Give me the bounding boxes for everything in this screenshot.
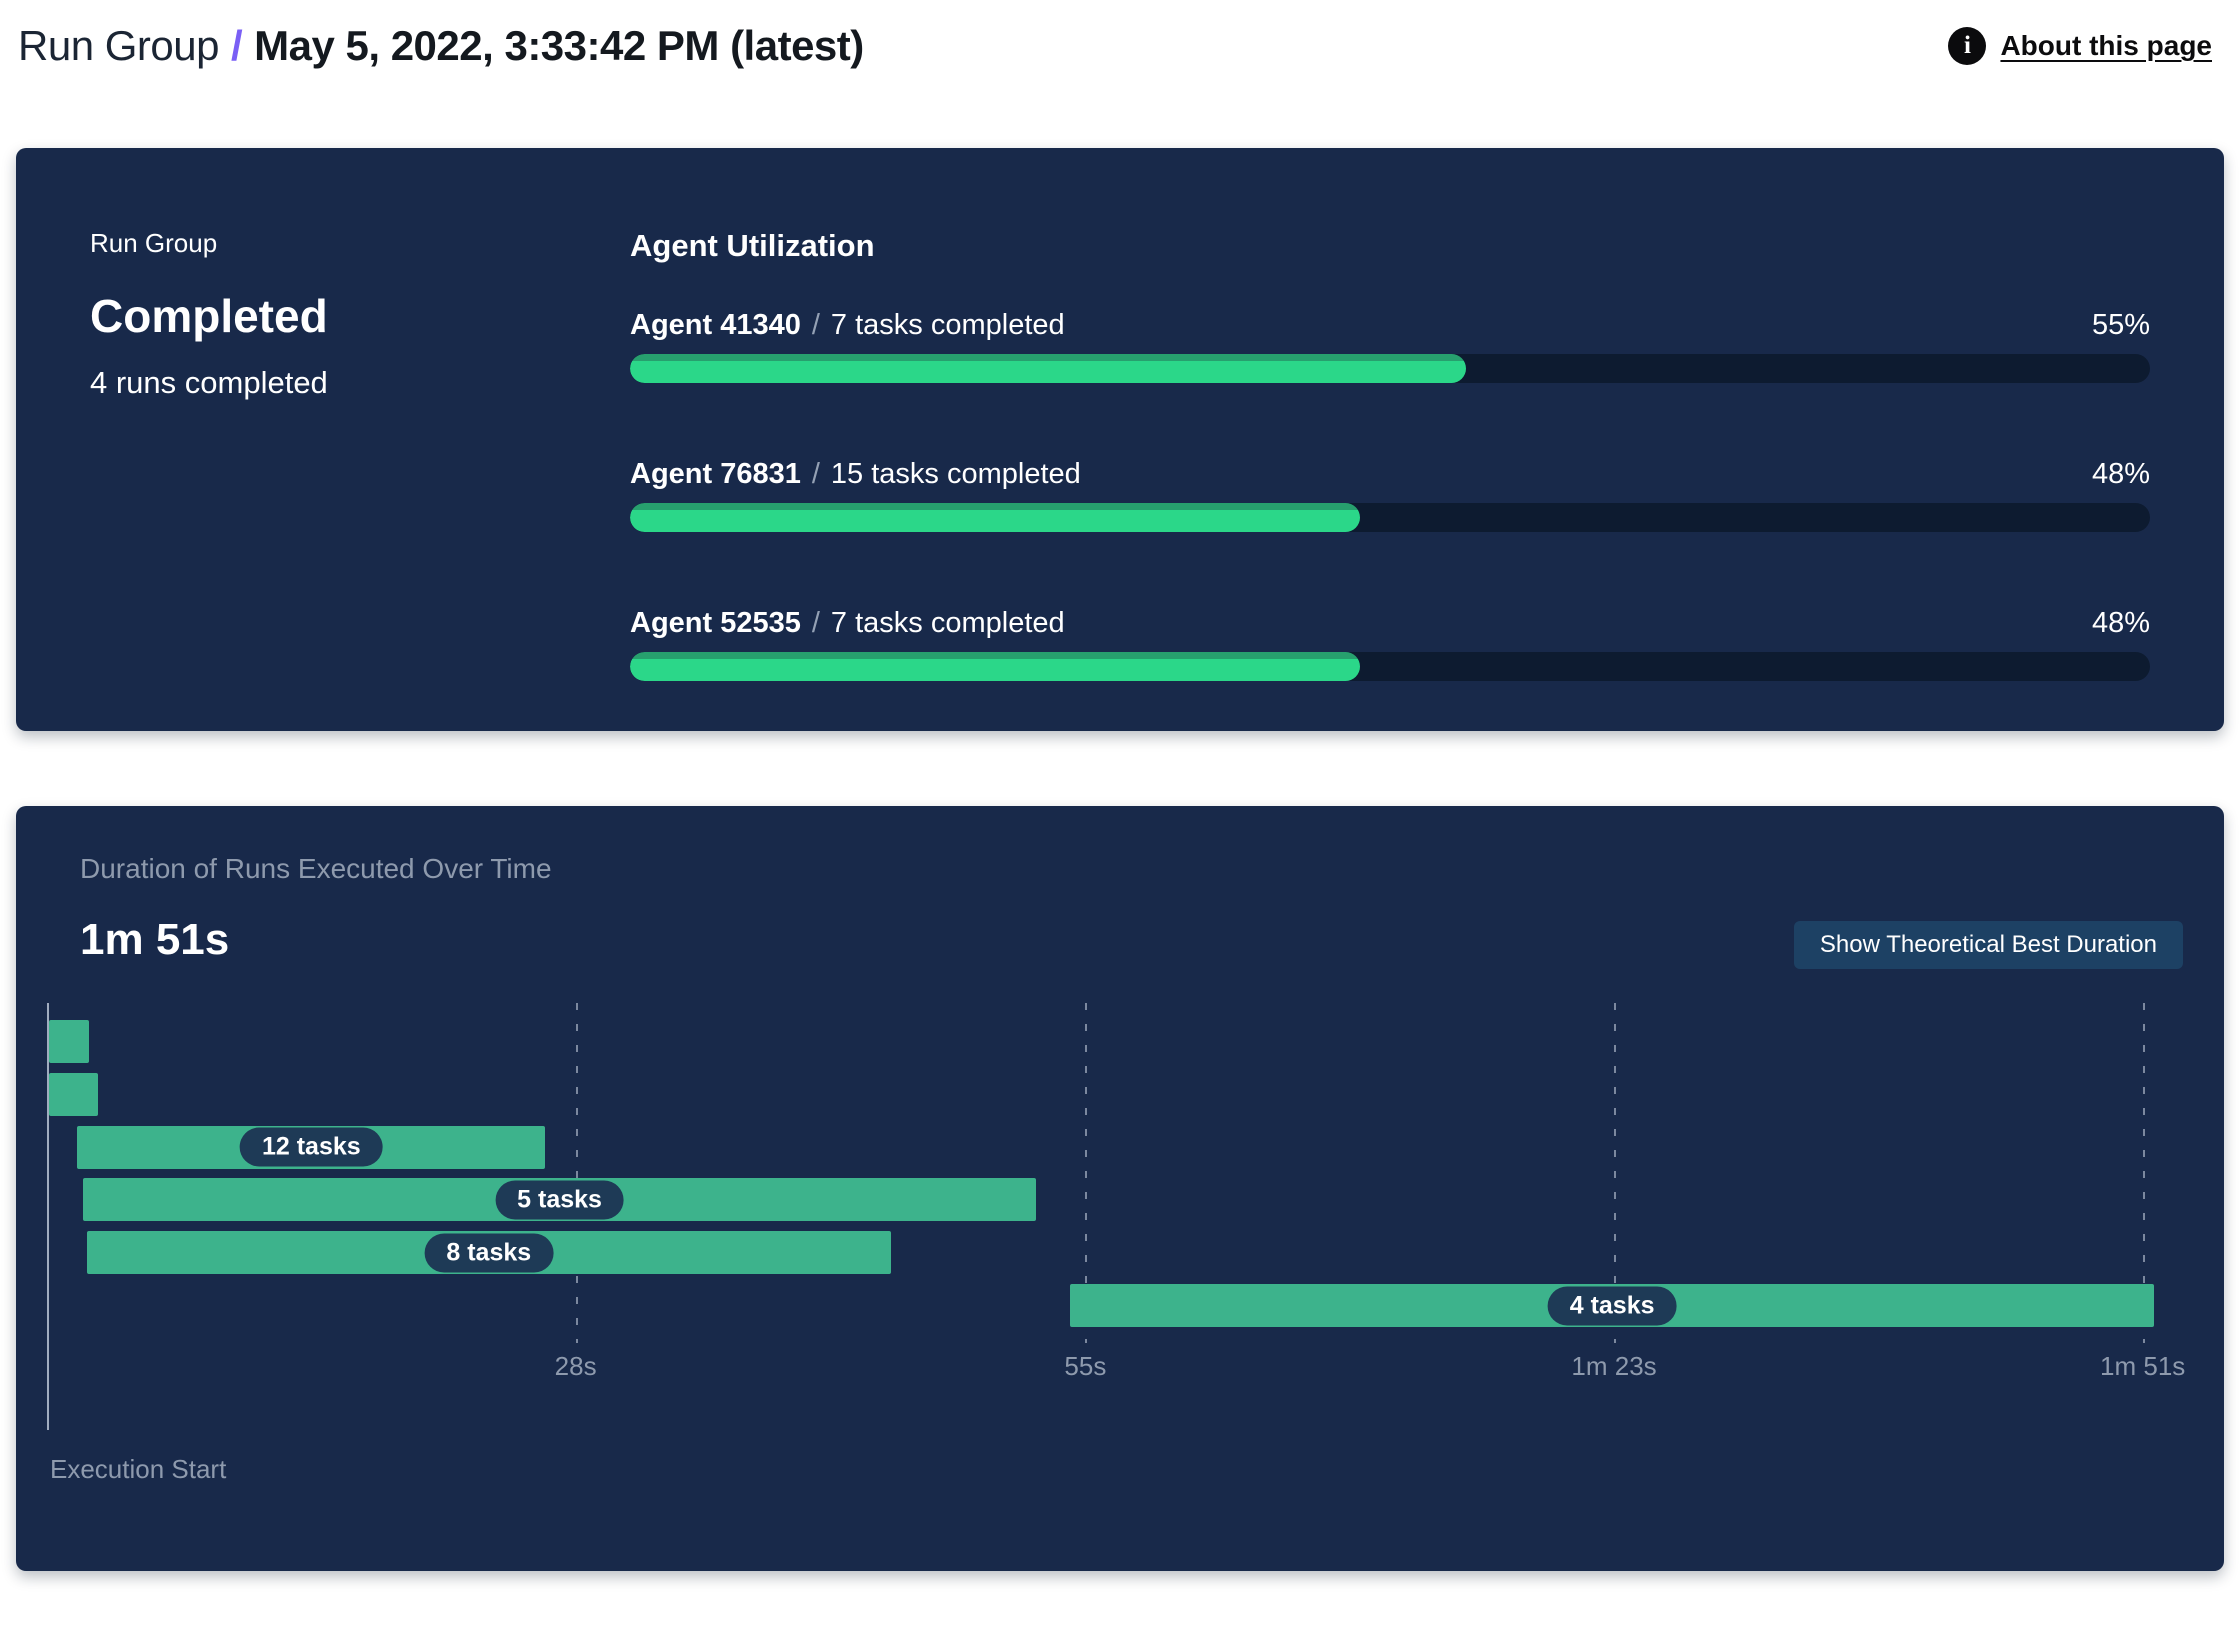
execution-start-label: Execution Start [50, 1454, 227, 1484]
gantt-task-count-chip: 5 tasks [495, 1180, 624, 1220]
duration-chart-title: Duration of Runs Executed Over Time [80, 853, 552, 884]
agent-separator: / [811, 458, 820, 490]
gantt-run-bar[interactable]: 4 tasks [1070, 1284, 2154, 1327]
gantt-gridline [1614, 1003, 1617, 1343]
gantt-axis-tick-label: 55s [1064, 1351, 1107, 1381]
agent-name: Agent 41340 [630, 309, 801, 341]
agent-utilization-rows: Agent 41340 / 7 tasks completed 55% Agent 76… [630, 309, 2150, 681]
agent-label-line: Agent 76831 / 15 tasks completed 48% [630, 458, 2150, 491]
run-group-label: Run Group [90, 228, 218, 258]
agent-tasks-detail: 15 tasks completed [830, 458, 1081, 490]
agent-utilization-track [630, 503, 2150, 532]
agent-name: Agent 52535 [630, 607, 801, 639]
gantt-axis-tick-label: 1m 51s [2100, 1351, 2186, 1381]
agent-separator: / [811, 607, 820, 639]
gantt-axis-tick-label: 28s [554, 1351, 597, 1381]
gantt-run-bar[interactable]: 5 tasks [82, 1178, 1037, 1222]
show-theoretical-best-duration-button[interactable]: Show Theoretical Best Duration [1793, 921, 2183, 969]
gantt-run-bar[interactable]: 8 tasks [86, 1231, 891, 1275]
gantt-plot: 28s 55s 1m 23s 1m 51s 12 tasks 5 tasks 8 tasks… [47, 1003, 2185, 1381]
agent-name: Agent 76831 [630, 458, 801, 490]
gantt-task-count-chip: 8 tasks [424, 1233, 554, 1273]
agent-label-line: Agent 41340 / 7 tasks completed 55% [630, 309, 2150, 342]
breadcrumb-root: Run Group [18, 22, 219, 69]
agent-utilization-heading: Agent Utilization [630, 228, 875, 263]
agent-utilization-fill [630, 503, 1360, 532]
gantt-gridline [575, 1003, 578, 1343]
agent-utilization-panel: Agent Utilization Agent 41340 / 7 tasks co… [630, 228, 2150, 731]
duration-chart-card: Duration of Runs Executed Over Time 1m 5… [16, 806, 2224, 1571]
agent-utilization-percent: 48% [2091, 607, 2150, 639]
execution-start-axis-line [47, 1003, 49, 1430]
run-group-card: Run Group Completed 4 runs completed Age… [16, 148, 2224, 731]
breadcrumb: Run Group / May 5, 2022, 3:33:42 PM (lates… [18, 22, 864, 70]
total-duration-value: 1m 51s [80, 915, 230, 964]
agent-utilization-track [630, 354, 2150, 383]
agent-utilization-row: Agent 76831 / 15 tasks completed 48% [630, 458, 2150, 532]
agent-tasks-detail: 7 tasks completed [830, 309, 1065, 341]
agent-utilization-percent: 48% [2091, 458, 2150, 490]
about-this-page-link[interactable]: About this page [2000, 30, 2212, 61]
agent-tasks-detail: 7 tasks completed [830, 607, 1065, 639]
agent-utilization-row: Agent 52535 / 7 tasks completed 48% [630, 607, 2150, 681]
agent-utilization-percent: 55% [2091, 309, 2150, 341]
info-icon[interactable]: i [1948, 27, 1987, 65]
page-header: Run Group / May 5, 2022, 3:33:42 PM (lates… [0, 0, 2240, 76]
agent-utilization-fill [630, 652, 1360, 681]
page-title: May 5, 2022, 3:33:42 PM (latest) [254, 22, 864, 69]
run-group-summary: Run Group Completed 4 runs completed [90, 228, 630, 731]
gantt-run-bar[interactable] [48, 1072, 98, 1116]
agent-label-line: Agent 52535 / 7 tasks completed 48% [630, 607, 2150, 640]
gantt-task-count-chip: 12 tasks [239, 1127, 383, 1167]
agent-utilization-fill [630, 354, 1466, 383]
about-this-page: i About this page [1948, 27, 2212, 65]
run-group-status: Completed [90, 290, 328, 342]
gantt-gridline [1085, 1003, 1088, 1343]
gantt-gridline [2142, 1003, 2145, 1343]
gantt-run-bar[interactable]: 12 tasks [77, 1125, 546, 1169]
gantt-axis-tick-label: 1m 23s [1571, 1351, 1657, 1381]
agent-utilization-row: Agent 41340 / 7 tasks completed 55% [630, 309, 2150, 383]
gantt-run-bar[interactable] [48, 1020, 89, 1063]
breadcrumb-separator: / [230, 22, 243, 69]
agent-separator: / [811, 309, 820, 341]
gantt-task-count-chip: 4 tasks [1547, 1286, 1677, 1325]
agent-utilization-track [630, 652, 2150, 681]
runs-completed-count: 4 runs completed [90, 365, 328, 400]
